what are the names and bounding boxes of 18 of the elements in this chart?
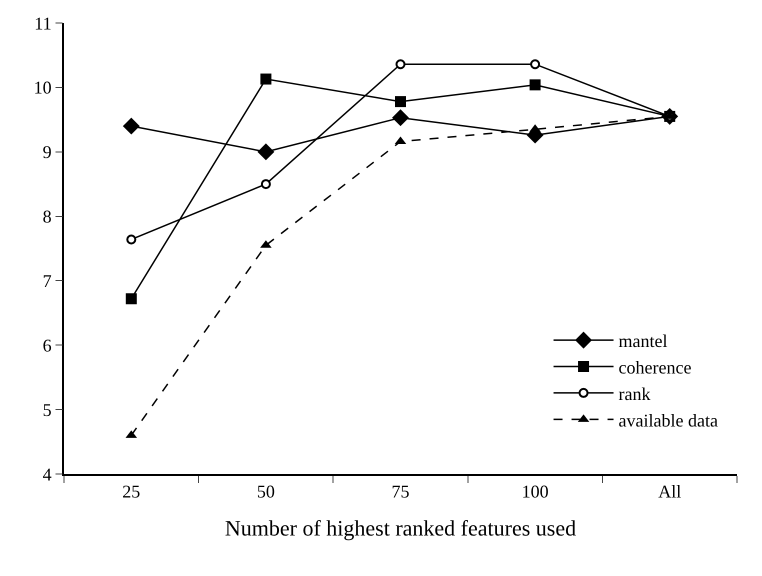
y-tick-label: 4 xyxy=(42,464,52,484)
x-tick-label: 100 xyxy=(522,481,549,502)
x-tick-label: 25 xyxy=(122,481,140,502)
y-tick-label: 10 xyxy=(34,78,52,98)
legend-label: rank xyxy=(618,384,651,404)
y-tick-label: 5 xyxy=(42,400,52,420)
x-tick-label: 50 xyxy=(256,481,275,502)
y-tick-label: 11 xyxy=(34,13,52,34)
x-tick-label: 75 xyxy=(392,481,410,502)
legend-label: mantel xyxy=(618,331,668,352)
y-tick-label: 6 xyxy=(42,335,52,356)
y-tick-label: 8 xyxy=(42,206,52,227)
y-tick-label: 9 xyxy=(42,142,52,162)
legend-label: available data xyxy=(618,410,718,430)
x-tick-label: All xyxy=(658,481,682,502)
legend-label: coherence xyxy=(618,358,692,378)
y-tick-label: 7 xyxy=(42,271,52,292)
x-axis-title: Number of highest ranked features used xyxy=(224,516,576,541)
